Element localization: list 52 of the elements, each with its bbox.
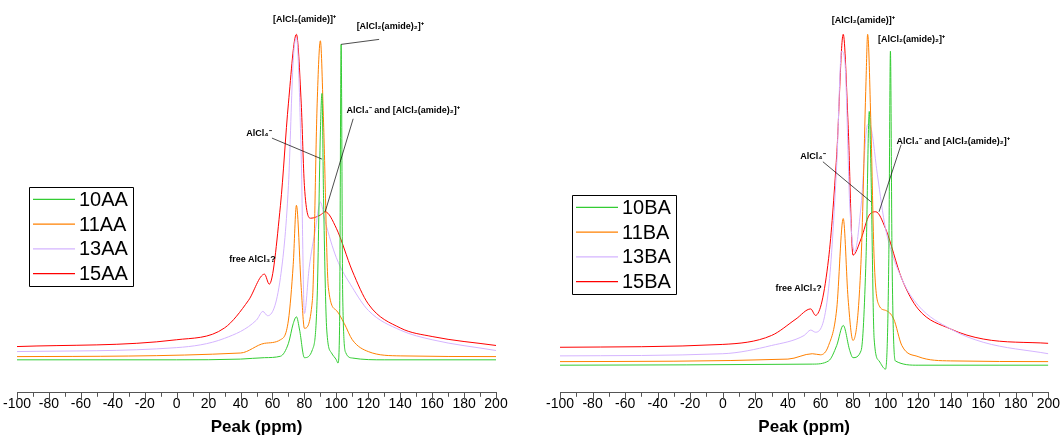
x-tick-label: 0 — [718, 395, 727, 412]
x-tick-label: -80 — [582, 395, 603, 412]
annotation: AlCl₄⁻ — [800, 151, 826, 162]
x-tick-label: 100 — [324, 395, 349, 412]
x-tick-label: 120 — [906, 395, 930, 412]
x-tick-label: 60 — [812, 395, 829, 412]
x-tick-label: 180 — [452, 395, 476, 412]
x-tick-label: 140 — [938, 395, 963, 412]
x-tick-label: 200 — [484, 395, 508, 412]
annotation: [AlCl₂(amide)]⁺ — [831, 14, 895, 25]
legend-label: 15AA — [79, 262, 129, 285]
x-tick-label: 0 — [172, 395, 181, 412]
x-tick-label: 140 — [388, 395, 413, 412]
x-tick-label: 80 — [296, 395, 313, 412]
legend-label: 13BA — [622, 245, 672, 268]
x-tick-label: -20 — [680, 395, 701, 412]
legend-label: 10BA — [622, 195, 672, 218]
x-tick-label: 200 — [1036, 395, 1061, 412]
legend-label: 10AA — [79, 187, 129, 210]
annotation: [AlCl₂(amide)₂]⁺ — [356, 20, 424, 31]
x-tick-label: 180 — [1004, 395, 1028, 412]
annotation: AlCl₄⁻ and [AlCl₂(amide)₂]⁺ — [346, 105, 460, 116]
x-tick-label: -100 — [545, 395, 575, 412]
annotation: [AlCl₂(amide)₂]⁺ — [877, 33, 945, 44]
legend-label: 13AA — [79, 237, 129, 260]
x-tick-label: 60 — [264, 395, 281, 412]
x-tick-label: 40 — [780, 395, 796, 412]
x-tick-label: -100 — [2, 395, 32, 412]
x-tick-label: 120 — [356, 395, 381, 412]
x-tick-label: -20 — [134, 395, 156, 412]
annotation: free AlCl₃? — [775, 283, 822, 294]
annotation: AlCl₄⁻ — [246, 127, 272, 138]
x-tick-label: 80 — [845, 395, 861, 412]
x-tick-label: 100 — [873, 395, 898, 412]
x-tick-label: -60 — [70, 395, 92, 412]
legend-label: 15BA — [622, 270, 672, 293]
annotation: free AlCl₃? — [229, 253, 276, 264]
x-tick-label: 160 — [420, 395, 445, 412]
annotation: [AlCl₂(amide)]⁺ — [272, 13, 336, 24]
x-axis-title: Peak (ppm) — [210, 417, 303, 437]
x-tick-label: -40 — [647, 395, 668, 412]
legend-label: 11AA — [79, 212, 128, 235]
x-tick-label: 40 — [232, 395, 249, 412]
legend-label: 11BA — [622, 220, 671, 243]
x-tick-label: -80 — [38, 395, 60, 412]
x-tick-label: 20 — [200, 395, 217, 412]
x-tick-label: 160 — [971, 395, 996, 412]
x-tick-label: -40 — [102, 395, 124, 412]
annotation: AlCl₄⁻ and [AlCl₂(amide)₂]⁺ — [896, 136, 1010, 147]
x-axis-title: Peak (ppm) — [758, 417, 850, 437]
x-tick-label: 20 — [747, 395, 764, 412]
x-tick-label: -60 — [614, 395, 636, 412]
